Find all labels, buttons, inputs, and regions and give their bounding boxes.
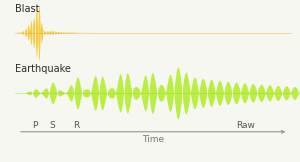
Text: Time: Time (142, 135, 164, 144)
Text: Raw: Raw (237, 122, 255, 131)
Text: Earthquake: Earthquake (15, 64, 71, 74)
Text: R: R (74, 122, 80, 131)
Text: S: S (50, 122, 56, 131)
Text: Blast: Blast (15, 4, 40, 14)
Text: P: P (32, 122, 37, 131)
